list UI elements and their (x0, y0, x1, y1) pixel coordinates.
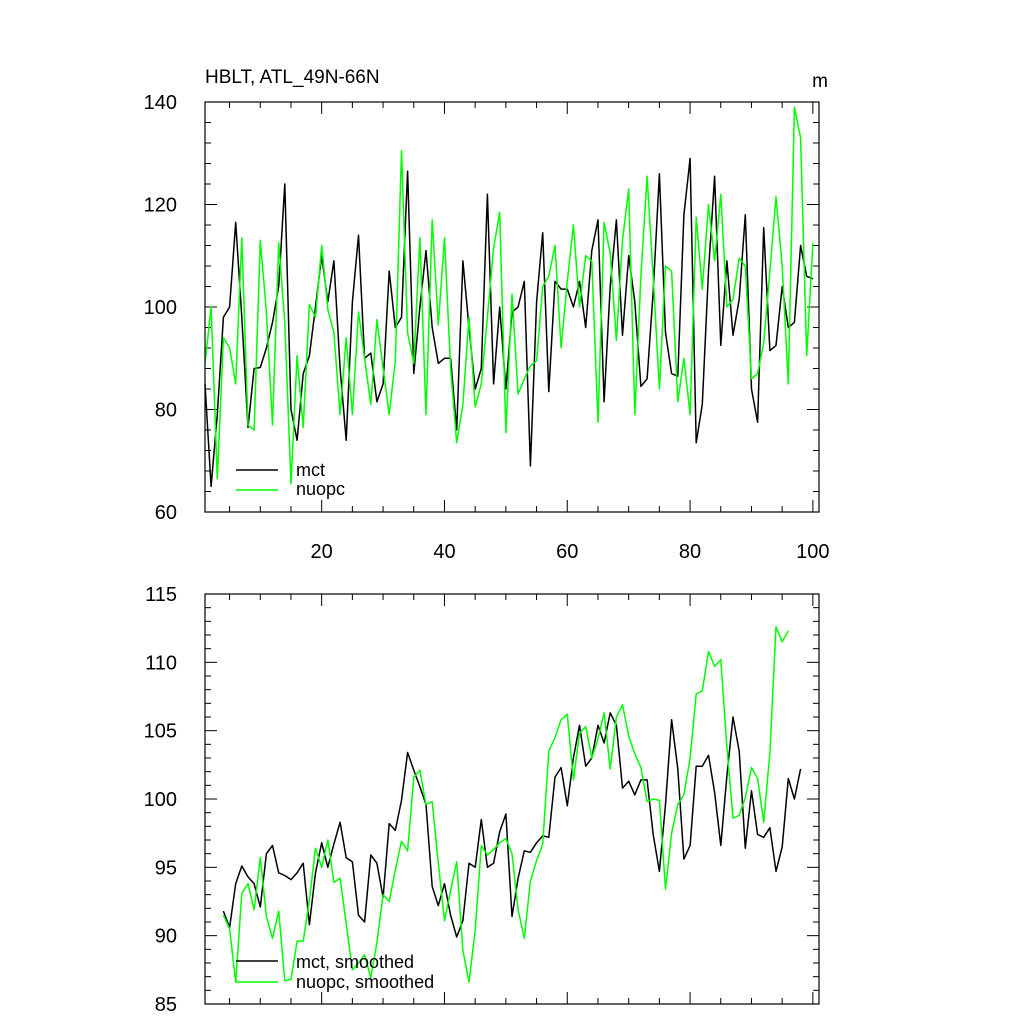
legend-label-mct-smoothed: mct, smoothed (296, 952, 414, 972)
y-tick-label: 140 (144, 92, 177, 114)
y-tick-label: 100 (144, 789, 177, 811)
series-line-nuopc-smoothed (222, 626, 789, 983)
legend: mct, smoothed nuopc, smoothed (236, 952, 434, 992)
legend: mct nuopc (236, 460, 345, 499)
x-tick-label: 40 (433, 541, 455, 563)
series-group (222, 626, 802, 983)
plot-frame (204, 101, 820, 513)
y-tick-label: 90 (155, 926, 177, 948)
y-tick-label: 95 (155, 857, 177, 879)
y-tick-label: 115 (145, 584, 177, 606)
series-group (204, 106, 814, 488)
y-tick-label: 100 (144, 297, 177, 319)
legend-label-mct: mct (296, 460, 325, 480)
plot-frame (204, 593, 820, 1005)
series-line-mct-smoothed (222, 712, 802, 938)
tick-group: 20 40 60 80 100 60 80 100 120 140 (144, 92, 830, 563)
chart-title: HBLT, ATL_49N-66N (205, 67, 380, 88)
x-tick-label: 100 (796, 541, 829, 563)
y-tick-label: 60 (155, 502, 177, 524)
legend-label-nuopc-smoothed: nuopc, smoothed (296, 972, 434, 992)
x-tick-label: 20 (311, 541, 333, 563)
smoothed-panel: 85 90 95 100 105 110 115 mct, smoothed nuopc, … (144, 584, 820, 1016)
y-tick-label: 105 (144, 721, 177, 743)
legend-label-nuopc: nuopc (296, 479, 345, 499)
x-tick-label: 80 (679, 541, 701, 563)
x-tick-label: 60 (556, 541, 578, 563)
y-tick-label: 120 (144, 195, 177, 217)
y-tick-label: 85 (155, 994, 177, 1016)
tick-group: 85 90 95 100 105 110 115 (144, 584, 819, 1016)
units-label: m (812, 71, 828, 92)
series-line-nuopc (204, 106, 814, 485)
y-tick-label: 110 (145, 652, 177, 674)
y-tick-label: 80 (155, 400, 177, 422)
hblt-panel: HBLT, ATL_49N-66N m 20 40 60 80 100 60 80 100 12… (144, 67, 830, 563)
